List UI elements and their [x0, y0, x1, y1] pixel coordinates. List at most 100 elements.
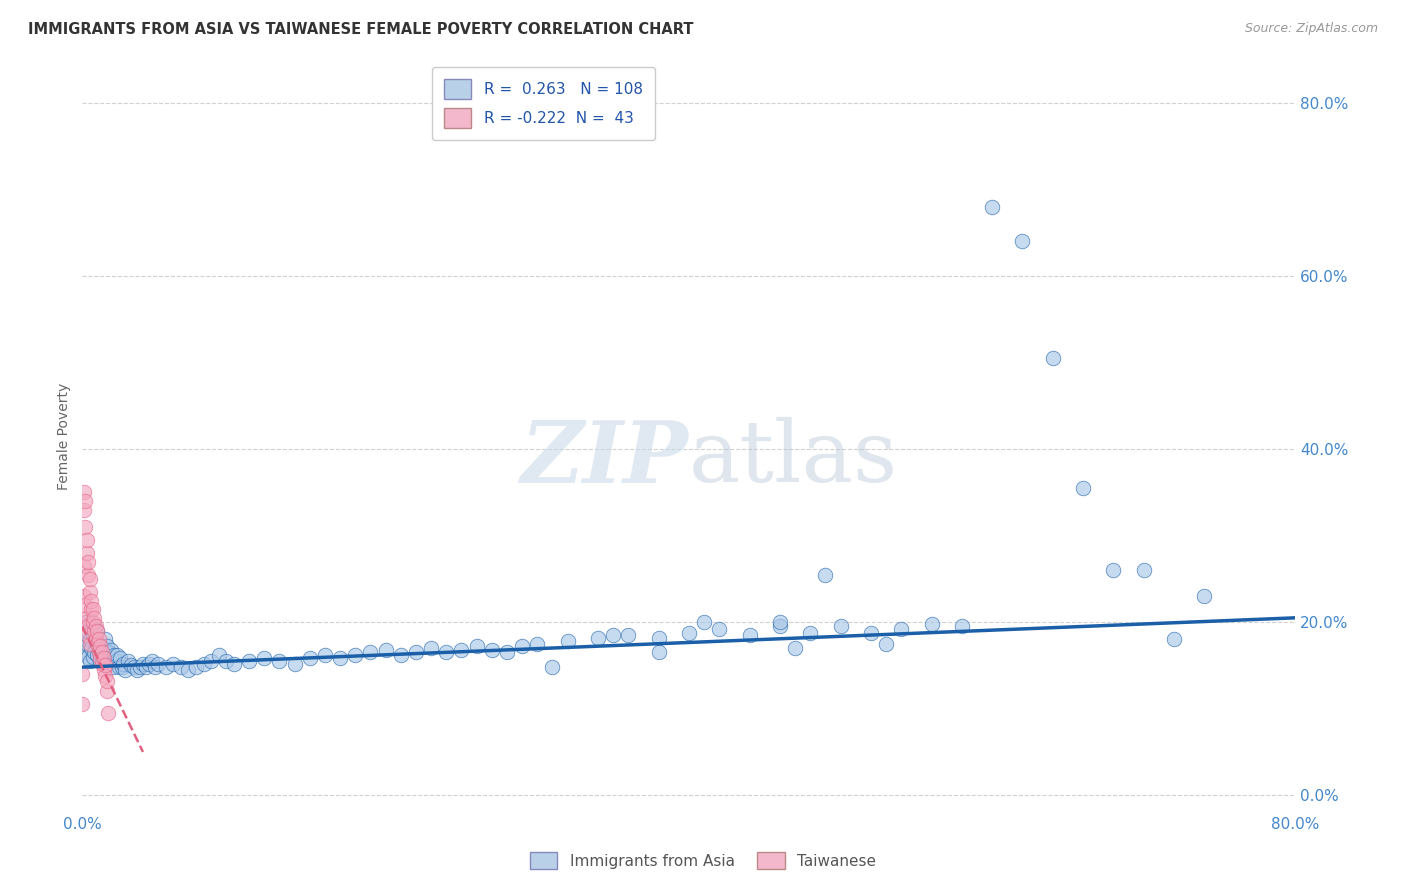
- Point: [77, 649, 100, 664]
- Point: [83, 611, 105, 625]
- Point: [678, 625, 700, 640]
- Point: [769, 615, 792, 629]
- Point: [200, 654, 222, 668]
- Point: [80, 615, 103, 629]
- Point: [875, 637, 897, 651]
- Point: [89, 651, 111, 665]
- Point: [76, 533, 98, 547]
- Point: [84, 632, 107, 647]
- Point: [91, 645, 114, 659]
- Point: [420, 641, 443, 656]
- Point: [80, 593, 103, 607]
- Point: [950, 619, 973, 633]
- Point: [125, 663, 148, 677]
- Point: [830, 619, 852, 633]
- Point: [111, 660, 134, 674]
- Point: [79, 632, 101, 647]
- Point: [101, 660, 124, 674]
- Point: [1071, 481, 1094, 495]
- Point: [82, 649, 104, 664]
- Point: [93, 651, 115, 665]
- Point: [120, 658, 142, 673]
- Point: [709, 622, 731, 636]
- Point: [117, 654, 139, 668]
- Point: [981, 200, 1004, 214]
- Point: [114, 663, 136, 677]
- Point: [97, 645, 120, 659]
- Point: [83, 619, 105, 633]
- Point: [84, 619, 107, 633]
- Point: [77, 624, 100, 638]
- Point: [783, 641, 806, 656]
- Point: [1042, 351, 1064, 366]
- Point: [73, 589, 96, 603]
- Point: [146, 657, 169, 671]
- Point: [586, 631, 609, 645]
- Point: [647, 631, 669, 645]
- Point: [238, 654, 260, 668]
- Point: [269, 654, 291, 668]
- Point: [73, 558, 96, 573]
- Point: [77, 555, 100, 569]
- Point: [76, 611, 98, 625]
- Point: [177, 663, 200, 677]
- Point: [359, 645, 381, 659]
- Point: [83, 624, 105, 638]
- Point: [122, 660, 145, 674]
- Point: [155, 660, 177, 674]
- Point: [1194, 589, 1216, 603]
- Point: [96, 673, 118, 688]
- Legend: Immigrants from Asia, Taiwanese: Immigrants from Asia, Taiwanese: [523, 846, 883, 875]
- Point: [814, 567, 837, 582]
- Point: [135, 660, 157, 674]
- Point: [107, 660, 129, 674]
- Point: [132, 657, 155, 671]
- Point: [1163, 632, 1185, 647]
- Point: [208, 648, 231, 662]
- Point: [253, 651, 276, 665]
- Point: [83, 645, 105, 659]
- Point: [738, 628, 761, 642]
- Point: [87, 637, 110, 651]
- Point: [76, 546, 98, 560]
- Point: [104, 654, 127, 668]
- Point: [82, 615, 104, 629]
- Point: [329, 651, 352, 665]
- Point: [86, 637, 108, 651]
- Point: [141, 654, 163, 668]
- Point: [80, 602, 103, 616]
- Point: [97, 706, 120, 720]
- Point: [1011, 235, 1033, 249]
- Point: [73, 485, 96, 500]
- Point: [108, 651, 131, 665]
- Y-axis label: Female Poverty: Female Poverty: [58, 383, 72, 490]
- Point: [91, 649, 114, 664]
- Point: [496, 645, 519, 659]
- Point: [76, 615, 98, 629]
- Point: [82, 628, 104, 642]
- Point: [86, 624, 108, 638]
- Legend: R =  0.263   N = 108, R = -0.222  N =  43: R = 0.263 N = 108, R = -0.222 N = 43: [432, 67, 655, 140]
- Point: [94, 654, 117, 668]
- Point: [75, 520, 97, 534]
- Text: ZIP: ZIP: [522, 417, 689, 500]
- Point: [890, 622, 912, 636]
- Point: [79, 637, 101, 651]
- Point: [91, 657, 114, 671]
- Point: [84, 634, 107, 648]
- Point: [75, 615, 97, 629]
- Point: [859, 625, 882, 640]
- Point: [96, 684, 118, 698]
- Point: [374, 643, 396, 657]
- Point: [87, 632, 110, 647]
- Point: [184, 660, 207, 674]
- Point: [89, 654, 111, 668]
- Point: [89, 643, 111, 657]
- Point: [103, 648, 125, 662]
- Point: [77, 619, 100, 633]
- Point: [93, 663, 115, 677]
- Point: [170, 660, 193, 674]
- Point: [389, 648, 412, 662]
- Point: [89, 640, 111, 654]
- Point: [222, 657, 245, 671]
